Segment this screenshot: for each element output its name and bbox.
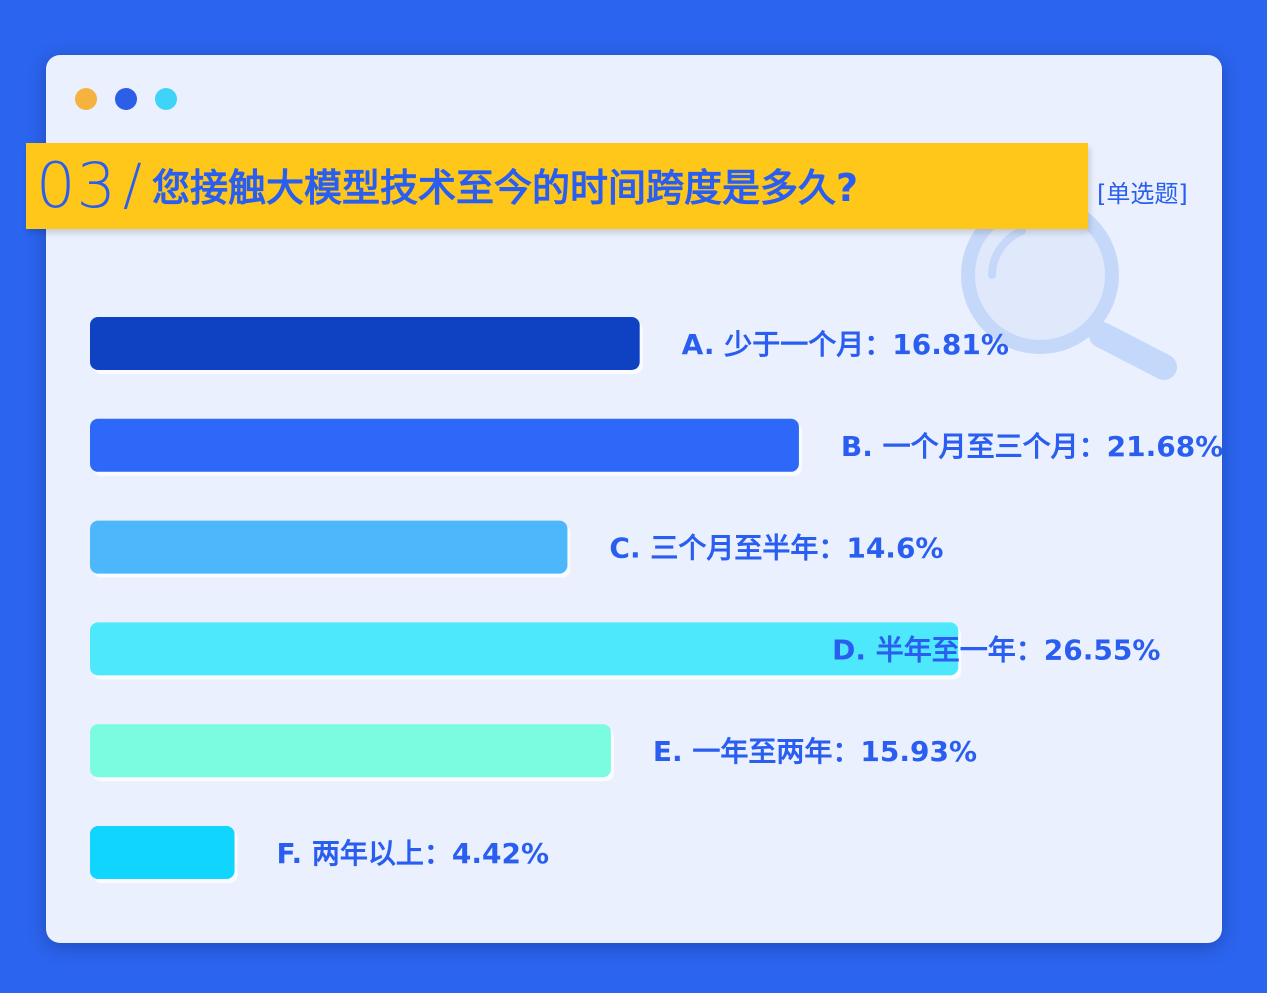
title-slash: / [123,153,142,218]
bar-b [90,418,799,472]
title-banner [26,143,1088,229]
bar-label-b: B. 一个月至三个月：21.68% [841,430,1223,463]
question-number: 03 [36,149,117,222]
bar-label-f: F. 两年以上：4.42% [277,837,550,870]
bar-label-d: D. 半年至一年：26.55% [832,633,1160,666]
window-dot-cyan [155,88,177,110]
question-type-tag: [单选题] [1097,180,1188,208]
bar-d [90,622,959,676]
bar-f [90,826,235,879]
bar-label-c: C. 三个月至半年：14.6% [609,532,943,565]
bar-label-a: A. 少于一个月：16.81% [682,328,1009,361]
magnifier-icon [961,205,1177,380]
bar-label-e: E. 一年至两年：15.93% [653,735,977,768]
bar-e [90,724,611,778]
window-dot-orange [75,88,97,110]
window-dot-blue [115,88,137,110]
bar-c [90,520,568,574]
page-title: 您接触大模型技术至今的时间跨度是多久? [152,166,859,210]
bar-a [90,317,640,370]
